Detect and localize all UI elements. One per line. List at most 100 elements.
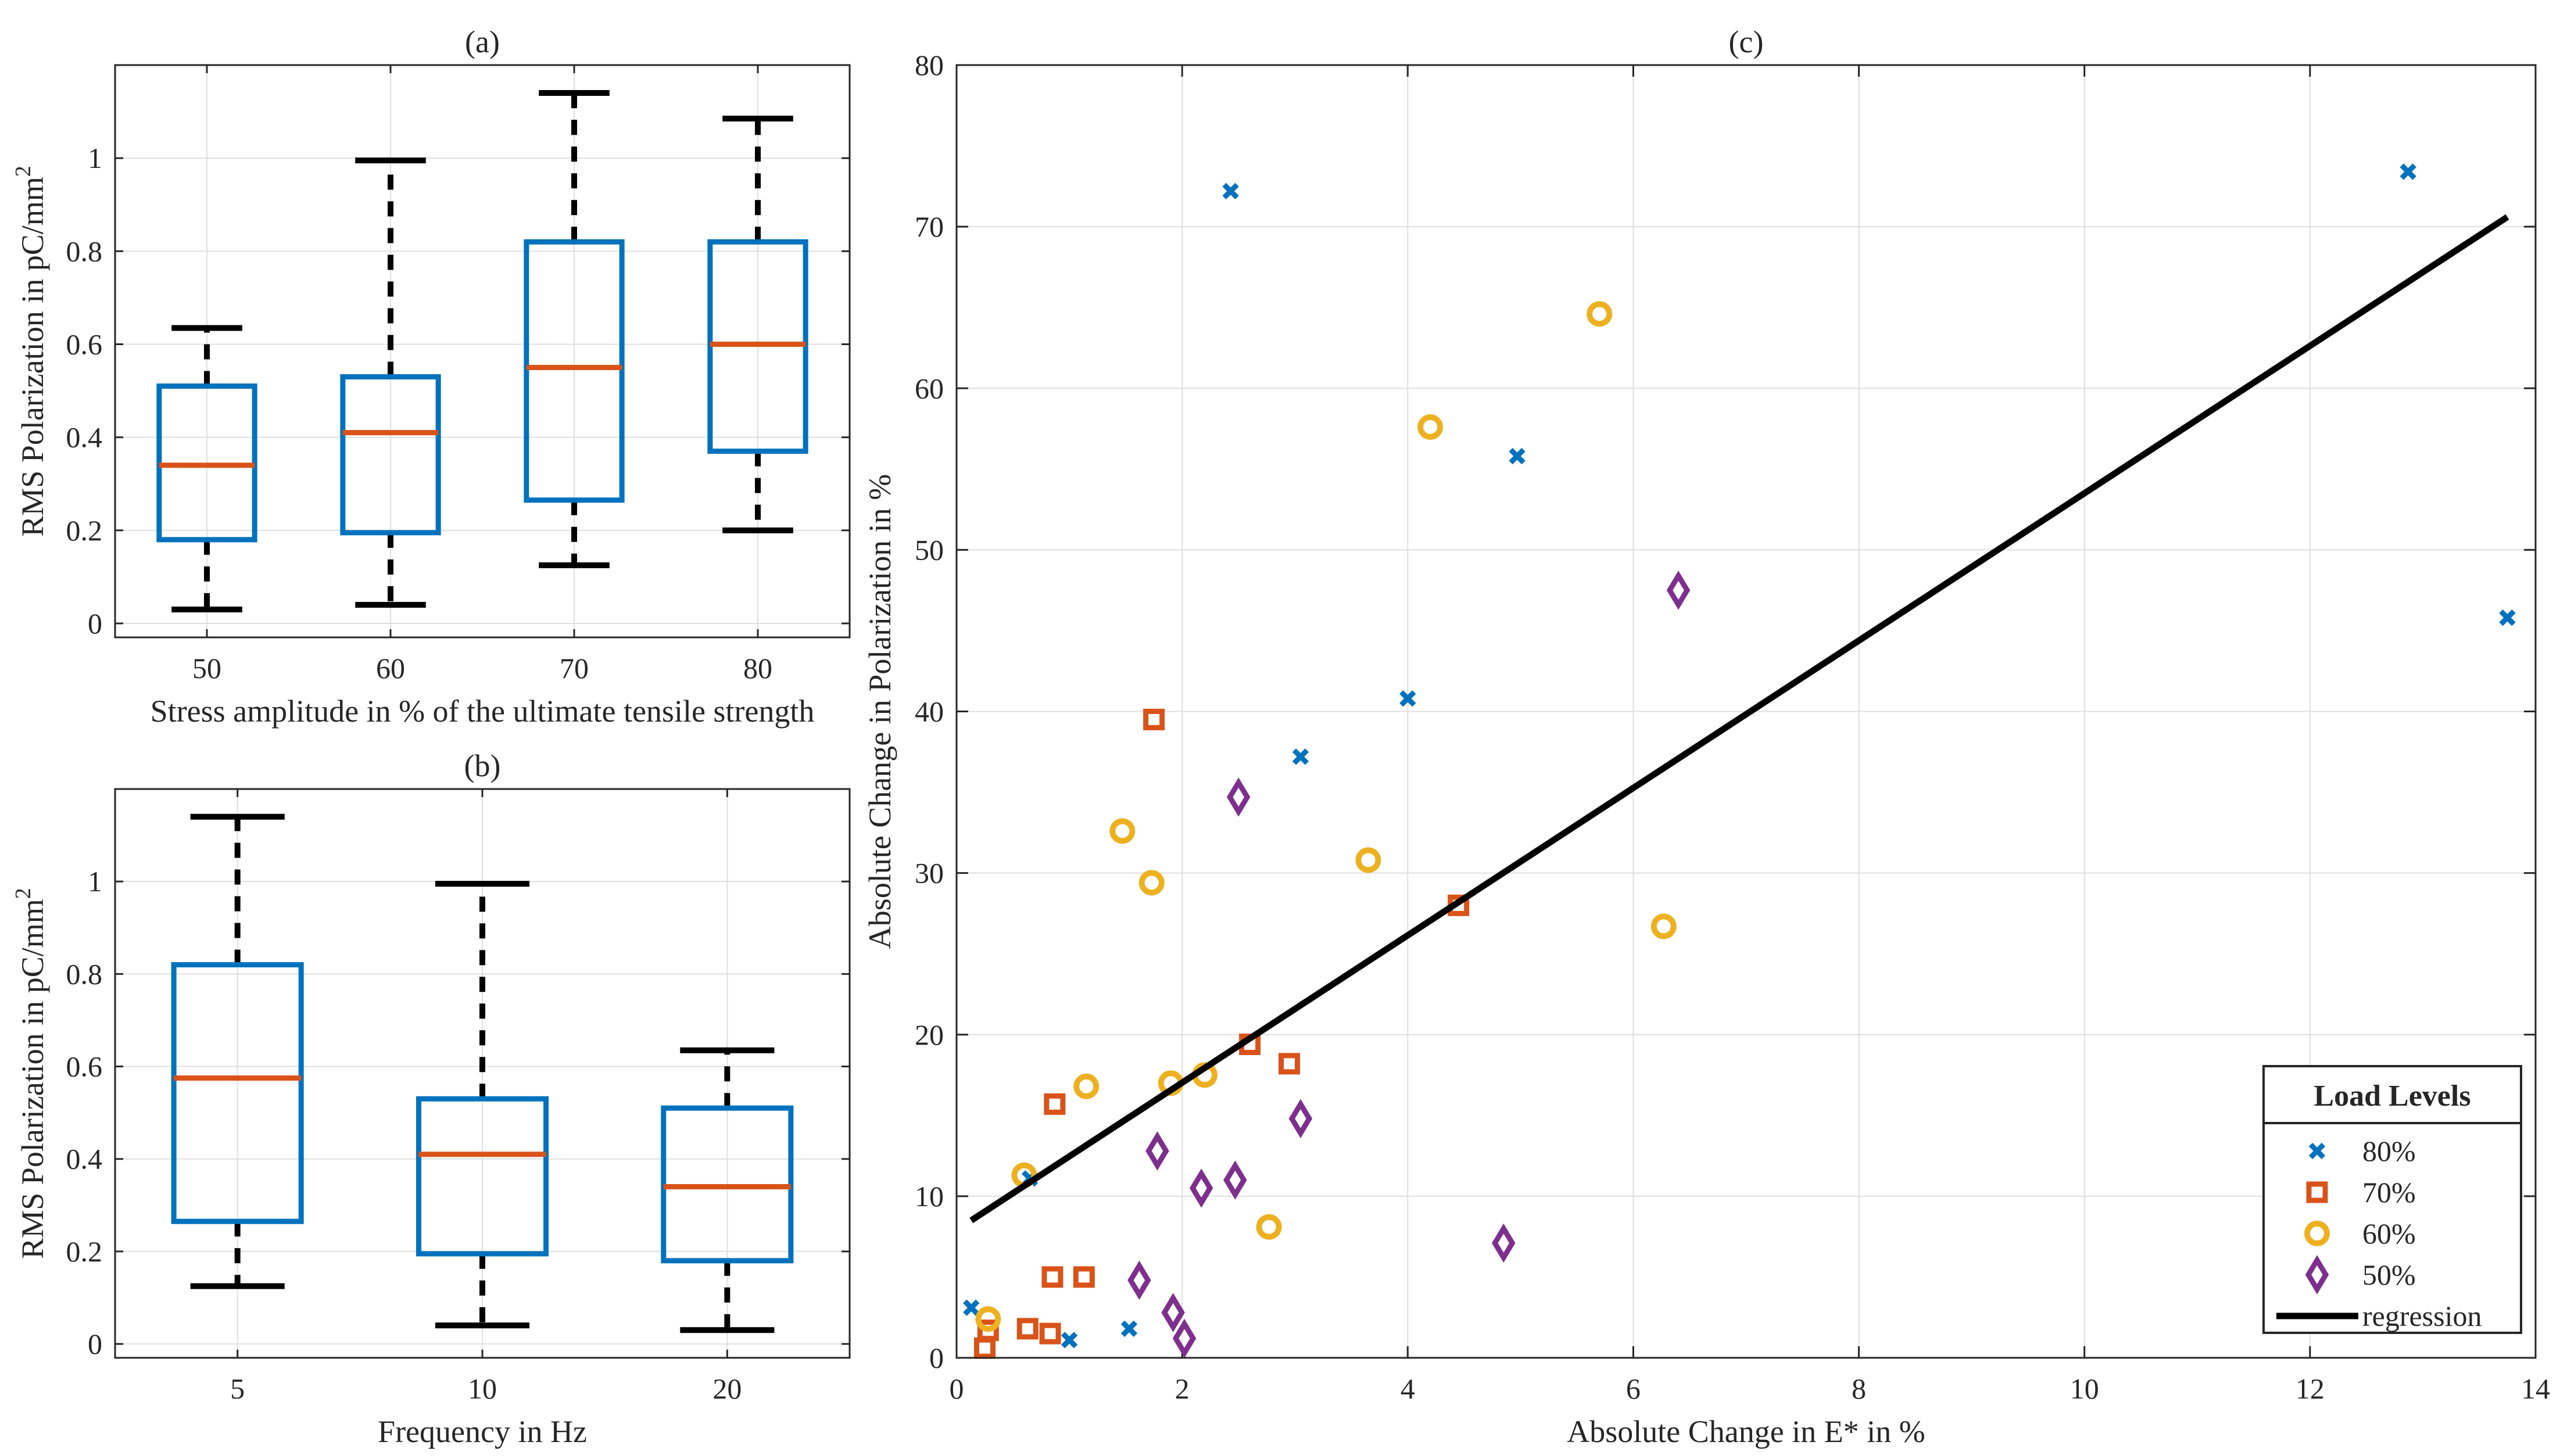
xtick-label: 70 — [560, 652, 589, 684]
xtick-label: 14 — [2521, 1372, 2550, 1405]
axes-frame — [114, 64, 851, 639]
data-point — [1256, 1214, 1282, 1240]
box-iqr — [171, 962, 304, 1224]
data-point — [1223, 1160, 1247, 1200]
panel-c: 0 10 20 30 40 50 60 70 80 0 2 4 6 8 10 12 14 Load Levels 8… — [862, 24, 2550, 1449]
ytick-label: 0 — [929, 1342, 944, 1374]
legend-label: regression — [2362, 1300, 2482, 1332]
data-point — [1355, 847, 1381, 873]
ytick-label: 0.6 — [66, 328, 103, 360]
data-point — [1509, 447, 1526, 465]
data-point — [1650, 913, 1677, 939]
legend-marker — [2304, 1221, 2330, 1246]
ytick-label: 0.4 — [66, 421, 103, 454]
series-60pct — [975, 301, 1677, 1332]
ytick-label: 0.8 — [66, 235, 103, 267]
xtick-label: 80 — [743, 652, 772, 684]
data-point — [1292, 748, 1309, 765]
xtick-label: 60 — [376, 652, 405, 684]
data-point — [1492, 1223, 1516, 1263]
axes-frame — [955, 64, 2537, 1359]
box-iqr — [416, 1096, 549, 1257]
series-50pct — [1127, 571, 1691, 1358]
data-point — [963, 1299, 980, 1316]
xtick-label: 6 — [1626, 1372, 1641, 1405]
box-70 — [524, 90, 625, 568]
ytick-label: 0.8 — [66, 957, 103, 990]
data-point — [975, 1306, 1001, 1332]
data-point — [2499, 609, 2516, 626]
y-axis-label: RMS Polarization in pC/mm2 — [11, 166, 50, 537]
legend-title: Load Levels — [2314, 1080, 2470, 1113]
series-regression — [969, 214, 2509, 1224]
box-10 — [416, 881, 549, 1329]
panel-b: 0 0.2 0.4 0.6 0.8 1 5 10 20 (b) Frequency in Hz RMS… — [11, 748, 851, 1449]
data-point — [2400, 163, 2416, 180]
ytick-label: 30 — [915, 857, 944, 890]
box-5 — [171, 813, 304, 1289]
x-axis-label: Absolute Change in E* in % — [1567, 1414, 1925, 1449]
data-point — [1073, 1073, 1100, 1099]
legend-marker — [2305, 1255, 2329, 1294]
series-70pct — [974, 708, 1470, 1359]
data-point — [1061, 1332, 1078, 1349]
box-80 — [707, 116, 808, 533]
data-point — [1666, 571, 1691, 610]
data-point — [1127, 1260, 1151, 1300]
ytick-label: 70 — [915, 210, 944, 243]
y-axis-label-superscript: 2 — [11, 166, 35, 177]
data-point — [1016, 1318, 1039, 1340]
y-axis-label: RMS Polarization in pC/mm2 — [11, 888, 50, 1259]
ytick-label: 20 — [915, 1019, 944, 1051]
data-point — [1041, 1266, 1064, 1288]
ytick-label: 0.4 — [66, 1143, 103, 1175]
ytick-label: 0 — [88, 1328, 102, 1360]
box-50 — [156, 325, 257, 612]
data-point — [1172, 1318, 1197, 1358]
x-axis-label: Frequency in Hz — [378, 1414, 587, 1449]
data-point — [977, 1319, 999, 1342]
panel-title: (b) — [464, 748, 501, 783]
data-point — [1288, 1099, 1313, 1139]
data-point — [1145, 1131, 1169, 1171]
xtick-label: 4 — [1401, 1372, 1415, 1405]
ytick-label: 0 — [88, 607, 102, 640]
data-point — [1399, 690, 1416, 707]
ytick-label: 40 — [915, 695, 944, 728]
data-point — [1417, 414, 1444, 440]
xtick-label: 0 — [950, 1372, 964, 1405]
data-point — [1073, 1266, 1095, 1288]
data-point — [1138, 870, 1165, 896]
ytick-label: 10 — [915, 1180, 944, 1213]
legend-label: 70% — [2362, 1176, 2416, 1208]
data-point — [1189, 1168, 1213, 1208]
legend-label: 50% — [2362, 1258, 2416, 1291]
data-point — [1044, 1093, 1066, 1115]
panel-title: (c) — [1729, 24, 1764, 59]
xtick-label: 8 — [1852, 1372, 1866, 1405]
data-point — [1279, 1053, 1301, 1075]
y-axis-label-main: RMS Polarization in pC/mm — [15, 177, 50, 537]
box-iqr — [340, 374, 441, 536]
ytick-label: 0.6 — [66, 1050, 103, 1083]
ytick-label: 1 — [88, 142, 102, 174]
data-point — [974, 1337, 996, 1359]
legend-label: 60% — [2362, 1217, 2416, 1250]
data-point — [1161, 1293, 1185, 1332]
panel-title: (a) — [465, 24, 500, 59]
legend-marker — [2306, 1181, 2328, 1203]
y-axis-label: Absolute Change in Polarization in % — [862, 474, 897, 949]
legend: Load Levels 80% 70% 60% 50% regression — [2262, 1065, 2522, 1334]
data-point — [1143, 708, 1165, 730]
y-axis-label-superscript: 2 — [11, 888, 35, 899]
ytick-label: 60 — [915, 372, 944, 404]
xtick-label: 5 — [230, 1372, 245, 1405]
xtick-label: 50 — [192, 652, 221, 684]
box-60 — [340, 157, 441, 608]
ytick-label: 0.2 — [66, 514, 103, 547]
axes-frame — [114, 788, 851, 1359]
data-point — [1039, 1322, 1061, 1344]
regression-line — [969, 214, 2509, 1224]
ytick-label: 80 — [915, 49, 944, 81]
